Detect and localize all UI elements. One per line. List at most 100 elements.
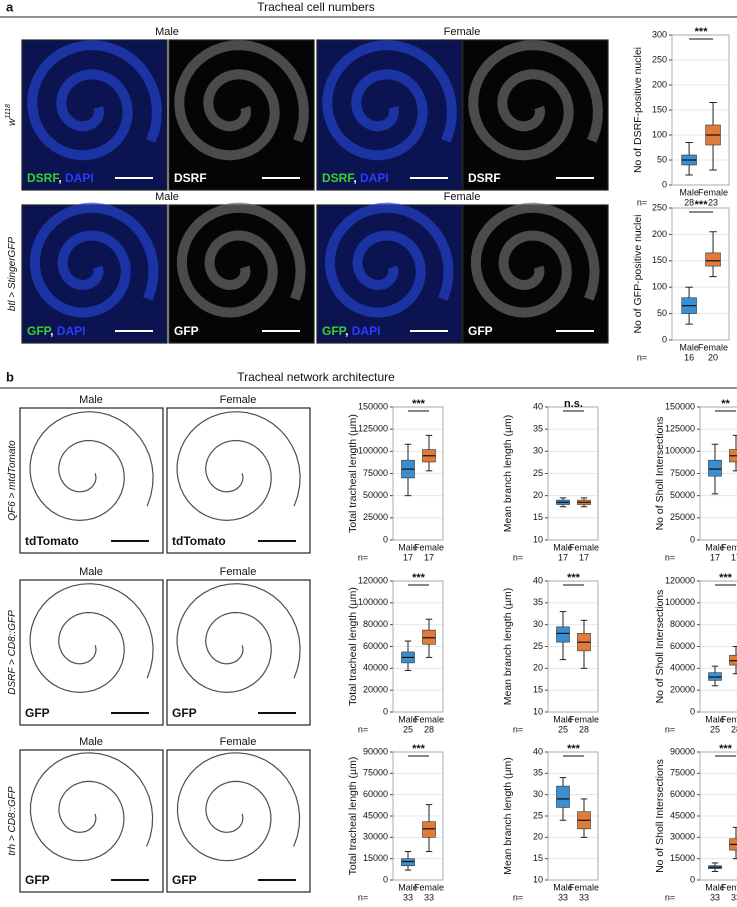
genotype-text: trh > CD8::GFP: [7, 786, 18, 856]
y-tick-label: 25000: [670, 512, 695, 522]
y-axis-label: No of Sholl Intersections: [654, 759, 666, 873]
channel-name: GFP: [172, 706, 197, 720]
y-tick-label: 15000: [363, 853, 388, 863]
channel-name: ,: [50, 324, 57, 338]
channel-label: GFP, DAPI: [322, 324, 380, 338]
channel-name: DAPI: [57, 324, 86, 338]
column-header: Male: [155, 26, 179, 38]
y-tick-label: 45000: [363, 810, 388, 820]
channel-name: GFP: [27, 324, 52, 338]
x-tick-label: Male: [553, 714, 573, 724]
sample-size: 33: [558, 892, 568, 902]
y-tick-label: 15: [533, 685, 543, 695]
genotype-label: trh > CD8::GFP: [7, 786, 18, 856]
plot-frame: [671, 34, 730, 186]
box: [422, 821, 436, 838]
column-header: Female: [444, 191, 481, 203]
y-tick-label: 40: [533, 401, 543, 411]
sample-size-label: n=: [637, 352, 647, 362]
micrograph: [19, 579, 164, 726]
channel-name: DAPI: [65, 171, 94, 185]
y-tick-label: 60000: [670, 789, 695, 799]
y-tick-label: 250: [652, 54, 667, 64]
tissue-outline: [29, 752, 154, 862]
channel-label: GFP: [172, 706, 197, 720]
y-tick-label: 125000: [665, 424, 695, 434]
channel-name: GFP: [322, 324, 347, 338]
sample-size: 25: [558, 724, 568, 734]
y-tick-label: 35: [533, 597, 543, 607]
x-tick-label: Female: [698, 342, 728, 352]
sample-size: 33: [579, 892, 589, 902]
channel-name: GFP: [468, 324, 493, 338]
plot-frame: [392, 580, 444, 713]
channel-name: GFP: [25, 873, 50, 887]
y-tick-label: 20: [533, 663, 543, 673]
panel-title: Tracheal cell numbers: [257, 0, 375, 14]
y-tick-label: 60000: [670, 641, 695, 651]
y-tick-label: 120000: [665, 575, 695, 585]
sample-size: 17: [731, 552, 737, 562]
y-tick-label: 25000: [363, 512, 388, 522]
channel-name: tdTomato: [25, 534, 79, 548]
sample-size: 17: [403, 552, 413, 562]
sample-size-label: n=: [358, 892, 368, 902]
y-tick-label: 0: [690, 534, 695, 544]
channel-label: GFP: [25, 706, 50, 720]
sample-size: 23: [708, 197, 718, 207]
y-tick-label: 30: [533, 619, 543, 629]
sample-size-label: n=: [358, 552, 368, 562]
y-tick-label: 0: [383, 706, 388, 716]
sample-size: 17: [710, 552, 720, 562]
y-tick-label: 200: [652, 79, 667, 89]
y-tick-label: 90000: [363, 746, 388, 756]
channel-label: GFP: [25, 873, 50, 887]
tissue-outline: [468, 40, 603, 161]
sample-size-label: n=: [665, 552, 675, 562]
y-tick-label: 20: [533, 490, 543, 500]
x-tick-label: Female: [414, 714, 444, 724]
sample-size-label: n=: [637, 197, 647, 207]
plot-frame: [547, 406, 599, 541]
channel-label: DSRF, DAPI: [322, 171, 389, 185]
y-tick-label: 50000: [363, 490, 388, 500]
y-tick-label: 30: [533, 789, 543, 799]
y-tick-label: 250: [652, 202, 667, 212]
y-tick-label: 150: [652, 255, 667, 265]
sample-size-label: n=: [513, 552, 523, 562]
significance: ***: [695, 199, 709, 211]
genotype-label: btl > StingerGFP: [7, 237, 18, 312]
channel-name: ,: [345, 324, 352, 338]
tissue-outline: [176, 202, 306, 318]
channel-label: GFP: [172, 873, 197, 887]
tissue-outline: [29, 202, 159, 318]
box: [705, 252, 721, 267]
channel-name: DSRF: [468, 171, 501, 185]
significance: ***: [412, 398, 426, 410]
x-tick-label: Female: [569, 714, 599, 724]
tissue-outline: [322, 40, 457, 161]
y-tick-label: 30000: [670, 832, 695, 842]
y-tick-label: 0: [662, 334, 667, 344]
y-tick-label: 80000: [363, 619, 388, 629]
significance: ***: [567, 743, 581, 755]
channel-name: ,: [353, 171, 360, 185]
channel-name: tdTomato: [172, 534, 226, 548]
plot-frame: [699, 580, 737, 713]
y-tick-label: 15: [533, 512, 543, 522]
sample-size: 17: [579, 552, 589, 562]
y-axis-label: Total tracheal length (µm): [347, 757, 359, 876]
y-tick-label: 15000: [670, 853, 695, 863]
x-tick-label: Male: [705, 542, 725, 552]
sample-size: 33: [731, 892, 737, 902]
x-tick-label: Male: [679, 342, 699, 352]
x-tick-label: Male: [398, 542, 418, 552]
micrograph: [166, 579, 311, 726]
y-tick-label: 40: [533, 746, 543, 756]
channel-name: DAPI: [360, 171, 389, 185]
x-tick-label: Male: [553, 882, 573, 892]
genotype-text: w: [7, 118, 18, 126]
x-tick-label: Female: [414, 542, 444, 552]
y-tick-label: 0: [690, 706, 695, 716]
column-header: Male: [79, 736, 103, 748]
